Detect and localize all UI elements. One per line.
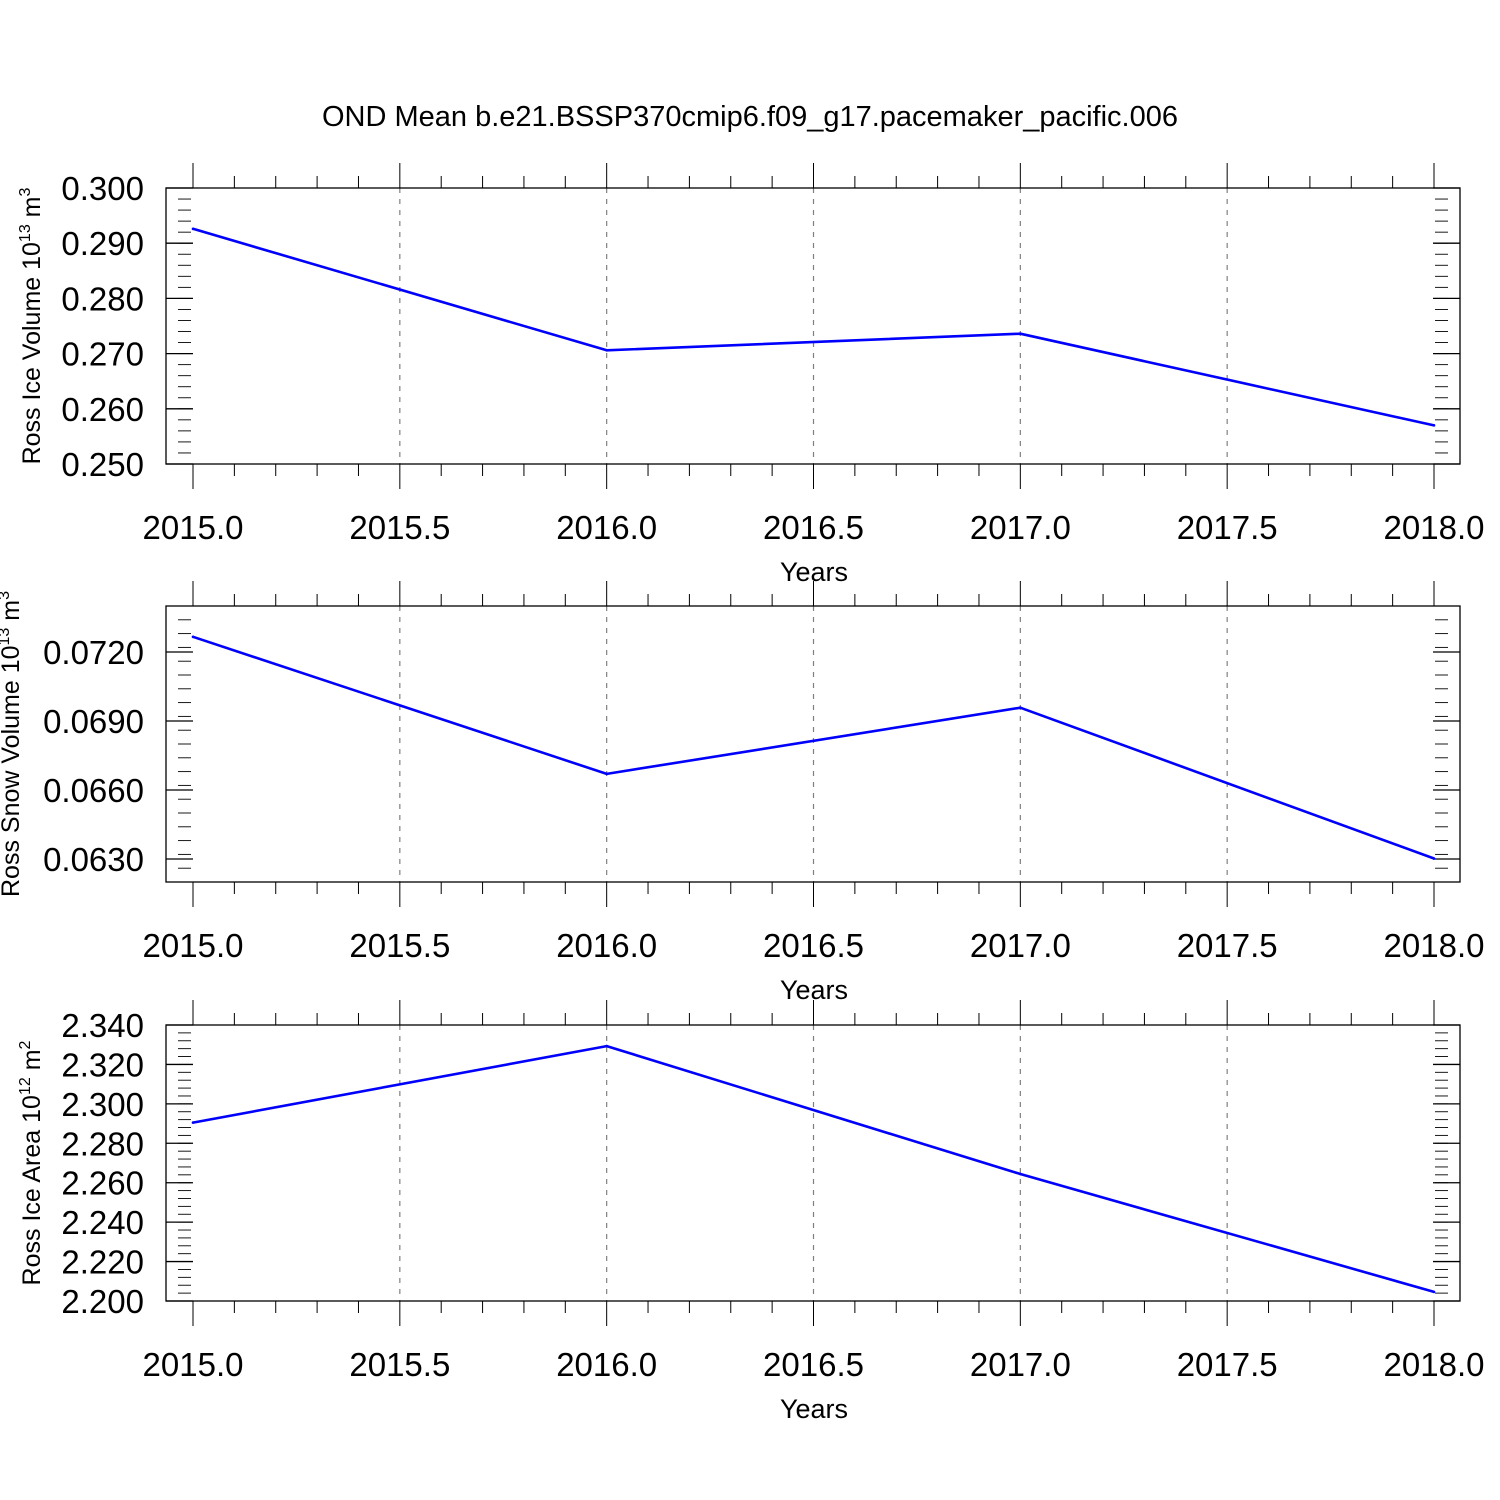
x-axis-label: Years: [780, 1394, 848, 1424]
y-tick-label: 0.290: [61, 225, 144, 262]
y-tick-label: 2.240: [61, 1204, 144, 1241]
x-tick-label: 2018.0: [1384, 509, 1485, 546]
data-point: [605, 348, 608, 352]
y-tick-label: 0.280: [61, 280, 144, 317]
x-tick-label: 2017.5: [1177, 1346, 1278, 1383]
x-tick-label: 2015.5: [349, 1346, 450, 1383]
y-tick-label: 2.260: [61, 1165, 144, 1202]
y-tick-label: 0.0630: [43, 841, 144, 878]
x-tick-label: 2015.0: [143, 927, 244, 964]
chart-panel-1: 2015.0 2015.5 2016.0 2016.5 2017.0 2017.5 2018…: [17, 163, 1484, 587]
x-tick-label: 2016.0: [556, 1346, 657, 1383]
x-tick-label: 2017.5: [1177, 509, 1278, 546]
data-point: [1019, 332, 1022, 336]
y-tick-label: 0.0660: [43, 772, 144, 809]
data-point: [1432, 857, 1436, 860]
x-tick-label: 2015.5: [349, 927, 450, 964]
y-tick-label: 0.260: [61, 391, 144, 428]
y-axis-label: Ross Snow Volume 1013 m3: [0, 591, 25, 897]
series-line: [192, 1044, 1435, 1294]
data-point: [605, 772, 608, 776]
data-point: [191, 1121, 195, 1124]
data-point: [605, 1044, 608, 1048]
chart-title: OND Mean b.e21.BSSP370cmip6.f09_g17.pace…: [322, 101, 1178, 133]
x-tick-label: 2016.0: [556, 509, 657, 546]
chart-panel-3: 2015.0 2015.5 2016.0 2016.5 2017.0 2017.5 2018…: [17, 1000, 1484, 1424]
series-line: [192, 227, 1435, 427]
x-tick-label: 2018.0: [1384, 1346, 1485, 1383]
x-tick-label: 2016.5: [763, 1346, 864, 1383]
y-tick-label: 2.320: [61, 1046, 144, 1083]
y-tick-label: 2.200: [61, 1283, 144, 1320]
x-tick-label: 2015.0: [143, 1346, 244, 1383]
y-tick-label: 0.0720: [43, 634, 144, 671]
y-axis-label: Ross Ice Area 1012 m2: [17, 1040, 46, 1285]
x-tick-label: 2015.0: [143, 509, 244, 546]
y-tick-label: 0.300: [61, 170, 144, 207]
data-point: [1019, 706, 1022, 709]
x-tick-label: 2017.0: [970, 509, 1071, 546]
data-point: [191, 227, 195, 231]
x-tick-label: 2017.5: [1177, 927, 1278, 964]
data-point: [1019, 1172, 1022, 1176]
chart-panel-2: 2015.0 2015.5 2016.0 2016.5 2017.0 2017.5 2018…: [0, 581, 1484, 1005]
series-line: [192, 635, 1435, 860]
data-point: [1432, 1290, 1436, 1294]
y-tick-label: 2.340: [61, 1007, 144, 1044]
x-tick-label: 2017.0: [970, 1346, 1071, 1383]
data-point: [191, 635, 195, 639]
x-tick-label: 2016.5: [763, 509, 864, 546]
y-tick-label: 0.0690: [43, 703, 144, 740]
panels: 2015.0 2015.5 2016.0 2016.5 2017.0 2017.5 2018…: [0, 163, 1484, 1424]
y-axis-label: Ross Ice Volume 1013 m3: [17, 187, 46, 464]
x-tick-label: 2016.5: [763, 927, 864, 964]
x-tick-label: 2017.0: [970, 927, 1071, 964]
x-tick-label: 2018.0: [1384, 927, 1485, 964]
y-tick-label: 2.220: [61, 1244, 144, 1281]
y-tick-label: 0.250: [61, 446, 144, 483]
y-tick-label: 0.270: [61, 336, 144, 373]
y-tick-label: 2.280: [61, 1125, 144, 1162]
x-tick-label: 2015.5: [349, 509, 450, 546]
data-point: [1432, 424, 1436, 427]
y-tick-label: 2.300: [61, 1086, 144, 1123]
x-tick-label: 2016.0: [556, 927, 657, 964]
